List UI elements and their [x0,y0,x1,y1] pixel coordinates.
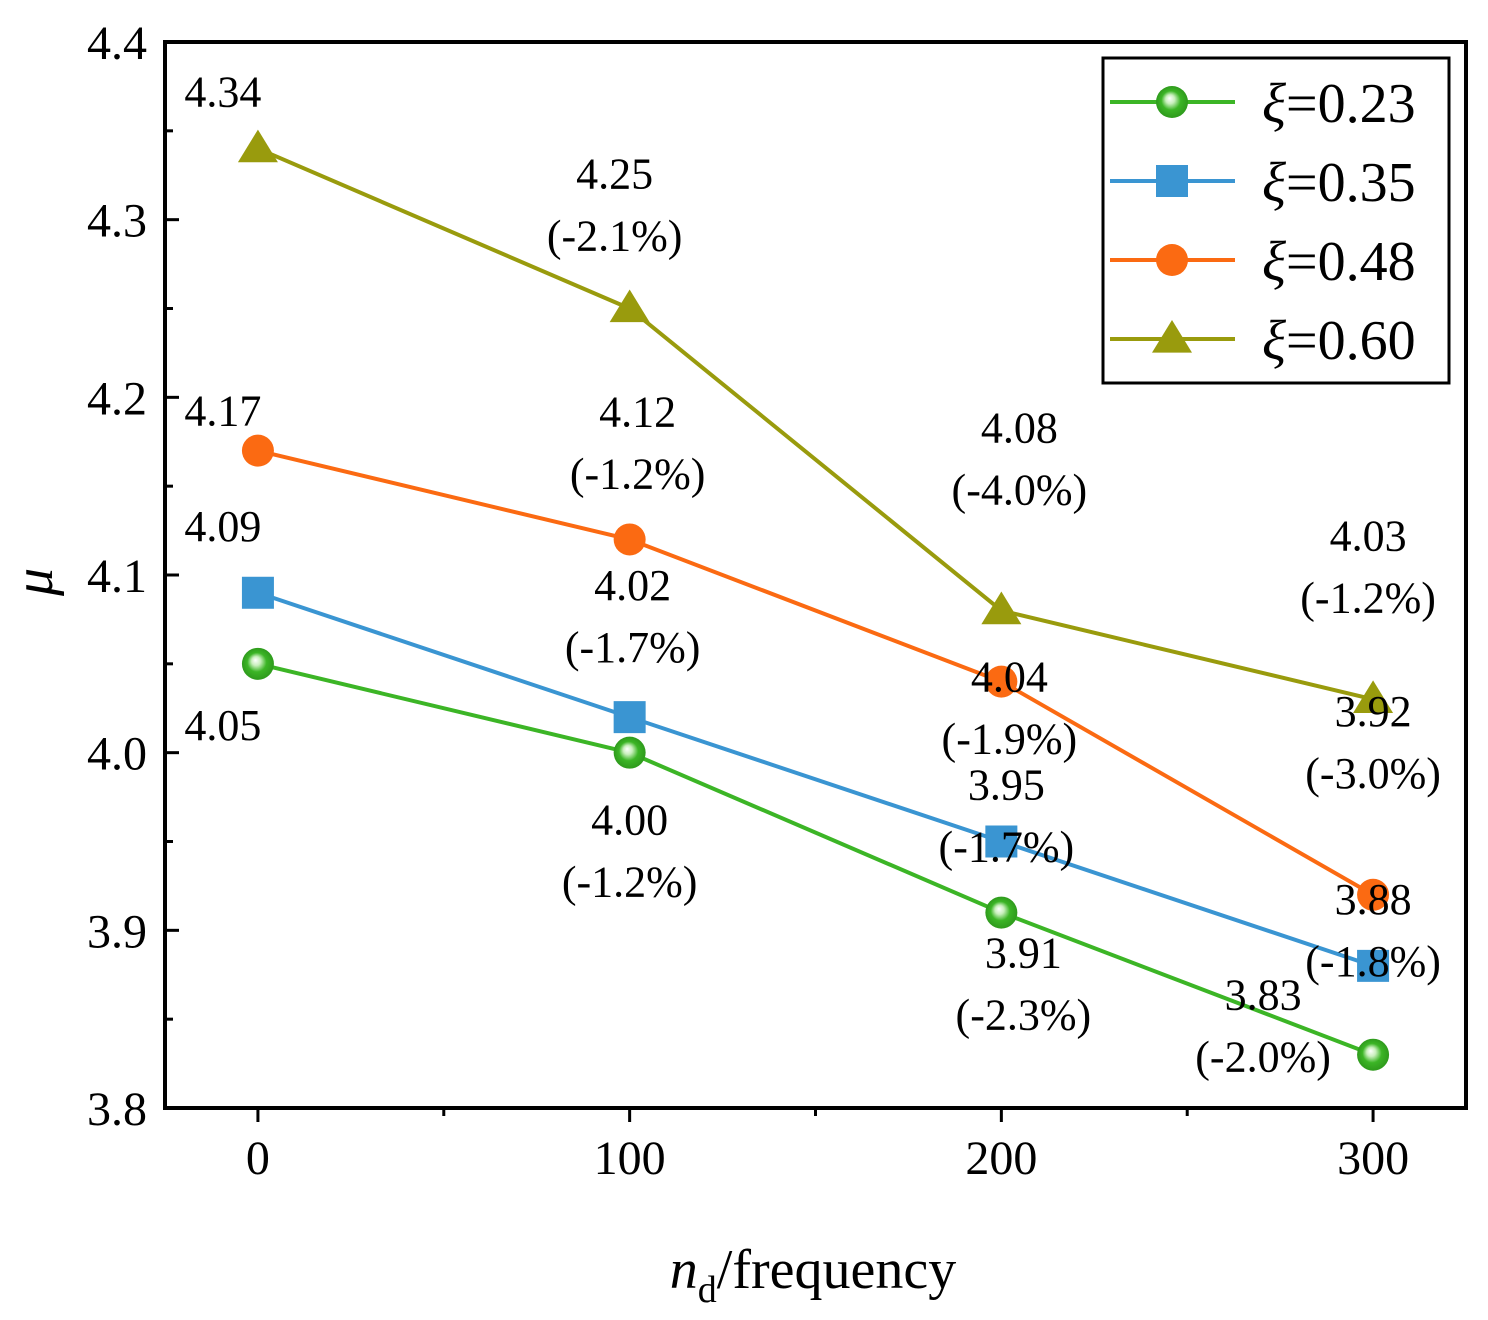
series-markers [237,129,1394,1071]
x-tick-label: 100 [594,1132,666,1185]
x-tick-label: 300 [1337,1132,1409,1185]
data-point-marker [981,591,1022,625]
legend-marker [1156,244,1188,276]
data-value-label: 3.91 [985,929,1062,978]
y-tick-label: 4.1 [87,550,147,603]
y-tick-label: 4.4 [87,17,147,70]
percent-change-label: (-1.2%) [562,858,698,907]
data-point-marker [1357,1038,1390,1071]
legend-symbol: ξ [1262,152,1286,214]
percent-change-label: (-2.0%) [1195,1033,1331,1082]
legend-entry-label: ξ=0.60 [1262,310,1416,372]
legend-value: =0.23 [1286,73,1416,135]
data-point-marker [613,736,646,769]
axis-ticks: 3.8 3.9 4.0 4.1 4.2 4.3 4.4 0 100 200 300 [87,17,1409,1185]
series-lines [257,146,1375,1057]
series-line [257,590,1374,968]
data-point-marker [237,129,278,163]
data-value-label: 4.03 [1330,511,1407,560]
data-point-marker [985,825,1018,858]
series-line [257,448,1375,897]
legend-value: =0.48 [1286,231,1416,293]
data-point-marker [241,576,274,609]
data-point-marker [613,523,646,556]
data-point-marker [241,434,274,467]
legend-entry-label: ξ=0.35 [1262,152,1416,214]
data-point-marker [609,289,650,323]
data-value-label: 4.25 [576,150,653,199]
percent-change-label: (-1.2%) [570,449,706,498]
data-value-label: 3.83 [1225,971,1302,1020]
data-value-label: 3.88 [1335,875,1412,924]
percent-change-label: (-2.3%) [956,991,1092,1040]
percent-change-label: (-1.9%) [942,715,1078,764]
data-value-label: 4.12 [599,387,676,436]
legend-symbol: ξ [1262,73,1286,135]
x-axis-title-subscript: d [698,1269,717,1311]
percent-change-label: (-1.2%) [1300,573,1436,622]
y-tick-label: 4.0 [87,728,147,781]
data-point-marker [985,665,1018,698]
x-axis-title-n: n [670,1239,698,1301]
percent-change-label: (-1.8%) [1305,937,1441,986]
x-axis-title: nd/frequency [670,1239,956,1311]
x-tick-label: 0 [246,1132,270,1185]
data-labels: 4.05 4.00 (-1.2%) 3.91 (-2.3%) 3.83 (-2.0%) 4.0… [184,68,1440,1082]
legend-value: =0.35 [1286,152,1416,214]
legend-marker [1152,320,1192,353]
data-point-marker [613,701,646,734]
legend-value: =0.60 [1286,310,1416,372]
legend-marker [1156,165,1188,197]
y-tick-label: 3.8 [87,1083,147,1136]
percent-change-label: (-3.0%) [1305,749,1441,798]
data-value-label: 4.34 [184,68,261,117]
y-tick-label: 3.9 [87,905,147,958]
data-point-marker [1357,878,1390,911]
y-axis-title: μ [3,568,65,597]
y-tick-label: 4.3 [87,195,147,248]
data-value-label: 3.92 [1335,687,1412,736]
data-value-label: 4.09 [184,502,261,551]
data-point-marker [985,896,1018,929]
percent-change-label: (-1.7%) [565,623,701,672]
data-value-label: 4.08 [981,404,1058,453]
x-tick-label: 200 [965,1132,1037,1185]
legend-symbol: ξ [1262,231,1286,293]
data-value-label: 4.04 [971,653,1048,702]
data-point-marker [1357,949,1390,982]
data-value-label: 4.17 [184,387,261,436]
data-value-label: 3.95 [968,761,1045,810]
data-value-label: 4.05 [184,701,261,750]
series-line [257,146,1374,702]
legend-entry-label: ξ=0.48 [1262,231,1416,293]
percent-change-label: (-1.7%) [939,823,1075,872]
legend-marker [1156,86,1188,118]
data-value-label: 4.02 [594,561,671,610]
legend-entry-label: ξ=0.23 [1262,73,1416,135]
legend-symbol: ξ [1262,310,1286,372]
series-line [257,661,1374,1057]
y-tick-label: 4.2 [87,372,147,425]
data-point-marker [241,647,274,680]
legend-box [1101,56,1451,385]
legend: ξ=0.23ξ=0.35ξ=0.48ξ=0.60 [1101,56,1451,385]
data-value-label: 4.00 [591,796,668,845]
data-point-marker [1353,680,1394,714]
percent-change-label: (-2.1%) [547,212,683,261]
x-axis-title-rest: /frequency [717,1239,956,1301]
percent-change-label: (-4.0%) [952,466,1088,515]
